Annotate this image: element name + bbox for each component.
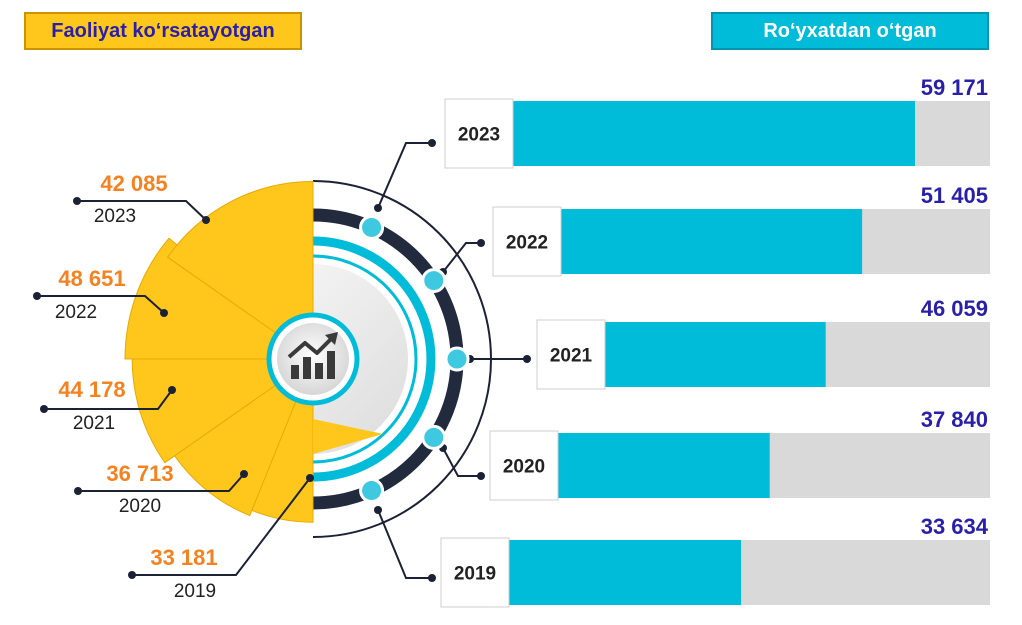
bar-value-2022: 51 405 [921,183,988,208]
icon-bar-4 [327,351,335,379]
connector-line-2019 [377,509,432,579]
active-value-2023: 42 085 [100,171,167,196]
bar-year-label-2022: 2022 [506,233,548,254]
icon-trend-line [287,335,335,359]
bar-value-2021: 46 059 [921,296,988,321]
hub-disc [277,323,349,395]
active-leader-dot-2021 [40,405,48,413]
ring-marker-dot-2022 [421,268,447,294]
active-leader-line-2019 [132,477,311,576]
connector-dot-2023 [374,204,382,212]
connector-line-2020 [442,447,481,477]
bar-registered-2019 [509,540,742,605]
active-value-2021: 44 178 [58,377,125,402]
active-year-2022: 2022 [55,302,97,323]
year-box-2023 [444,98,514,169]
active-leader-line-2022 [37,295,165,314]
active-sector-tail [313,419,383,454]
active-leader-line-2023 [77,200,207,221]
connector-end-dot-2021 [523,355,531,363]
bar-year-label-2019: 2019 [454,564,496,585]
icon-bar-2 [303,357,311,379]
active-leader-end-2022 [160,309,168,317]
year-box-2019 [440,537,510,608]
ring-marker-dot-2023 [359,214,385,240]
chart-growth-icon-group [266,312,360,406]
active-leader-line-2021 [44,389,173,410]
active-leader-line-2020 [78,473,245,492]
connector-dot-2019 [374,506,382,514]
ring-marker-dot-2021 [444,346,470,372]
bar-value-2023: 59 171 [921,75,988,100]
active-value-2022: 48 651 [58,266,125,291]
active-labels: 42 085 2023 48 651 2022 44 178 2021 36 713 2020… [33,171,314,602]
bar-registered-2023 [513,101,915,166]
connector-end-dot-2022 [477,239,485,247]
registered-bars: 2023 59 171 2022 51 405 2021 46 059 2020 37 840… [374,75,990,608]
active-year-2019: 2019 [174,581,216,602]
ring-marker-dot-2019 [359,478,385,504]
active-leader-dot-2019 [128,571,136,579]
outer-thin-ring [312,180,492,538]
active-leader-dot-2022 [33,292,41,300]
active-sector-2023 [166,181,314,360]
year-box-2021 [536,319,606,390]
bar-registered-2021 [605,322,826,387]
cyan-ring [312,236,436,482]
bar-year-label-2021: 2021 [550,346,593,367]
connector-end-dot-2020 [477,472,485,480]
active-leader-end-2020 [240,470,248,478]
active-leader-end-2019 [306,474,314,482]
bar-year-label-2023: 2023 [458,125,500,146]
legend-registered: Ro‘yxatdan o‘tgan [711,12,989,50]
connector-end-dot-2019 [428,574,436,582]
cyan-inner-ring [312,254,418,464]
legend-active: Faoliyat ko‘rsatayotgan [24,12,302,50]
icon-bar-1 [291,365,299,379]
active-year-2020: 2020 [119,496,161,517]
bar-year-label-2020: 2020 [503,457,545,478]
connector-end-dot-2023 [428,139,436,147]
active-value-2020: 36 713 [106,461,173,486]
active-leader-dot-2020 [74,487,82,495]
connector-line-2023 [377,142,432,209]
ring-marker-dot-2020 [421,424,447,450]
active-year-2021: 2021 [73,413,115,434]
bar-registered-2022 [561,209,863,274]
chart-growth-icon [287,332,338,379]
bar-registered-2020 [558,433,770,498]
connector-line-2022 [442,242,481,273]
bar-value-2020: 37 840 [921,407,988,432]
active-leader-end-2023 [202,216,210,224]
year-box-2022 [492,206,562,277]
active-value-2019: 33 181 [150,545,217,570]
active-sectors [124,181,383,523]
year-box-2020 [489,430,559,501]
active-year-2023: 2023 [94,206,136,227]
icon-trend-arrow [325,332,338,345]
active-leader-end-2021 [168,386,176,394]
active-leader-dot-2023 [73,197,81,205]
icon-bar-3 [315,363,323,379]
bar-value-2019: 33 634 [921,514,989,539]
active-sector-2022 [124,237,315,360]
